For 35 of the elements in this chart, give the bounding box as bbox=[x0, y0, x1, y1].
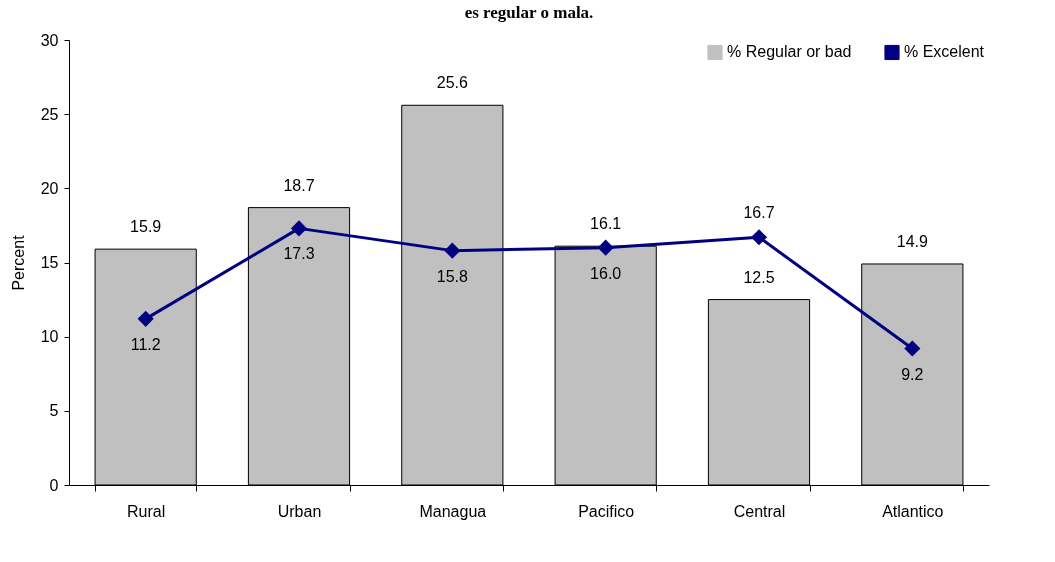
y-tick-label: 0 bbox=[49, 476, 59, 494]
data-label: 15.9 bbox=[130, 218, 162, 236]
data-label: 14.9 bbox=[896, 232, 929, 250]
y-tick-label: 10 bbox=[40, 328, 59, 346]
data-label: 16.7 bbox=[743, 204, 775, 222]
y-axis-title: Percent bbox=[9, 234, 27, 291]
chart-title: es regular o mala. bbox=[464, 3, 594, 22]
data-label: 17.3 bbox=[283, 245, 315, 263]
y-tick-label: 15 bbox=[40, 254, 59, 271]
data-label: 11.2 bbox=[130, 335, 161, 353]
x-tick-label: Pacifico bbox=[578, 502, 635, 520]
x-tick-label: Rural bbox=[127, 502, 166, 520]
x-tick-label: Central bbox=[733, 502, 786, 520]
y-tick-label: 25 bbox=[40, 105, 59, 123]
y-tick-label: 30 bbox=[40, 31, 59, 49]
data-label: 18.7 bbox=[283, 176, 315, 194]
data-label: 12.5 bbox=[743, 268, 775, 286]
x-tick-label: Urban bbox=[277, 502, 322, 520]
data-label: 16.1 bbox=[590, 215, 622, 233]
y-tick-label: 20 bbox=[40, 179, 59, 197]
data-label: 16.0 bbox=[590, 264, 622, 282]
point bbox=[904, 340, 921, 357]
data-label: 9.2 bbox=[901, 365, 924, 383]
data-label: 25.6 bbox=[436, 74, 469, 92]
y-tick-label: 5 bbox=[49, 402, 59, 420]
point bbox=[290, 220, 308, 237]
x-tick-label: Atlantico bbox=[882, 502, 944, 520]
legend-label: % Excelent bbox=[904, 43, 985, 61]
x-tick-label: Managua bbox=[419, 502, 487, 520]
legend-label: % Regular or bad bbox=[727, 43, 852, 61]
point bbox=[597, 239, 614, 256]
data-label: 15.8 bbox=[436, 267, 469, 285]
point bbox=[137, 310, 154, 327]
point bbox=[750, 229, 768, 246]
point bbox=[444, 242, 461, 259]
